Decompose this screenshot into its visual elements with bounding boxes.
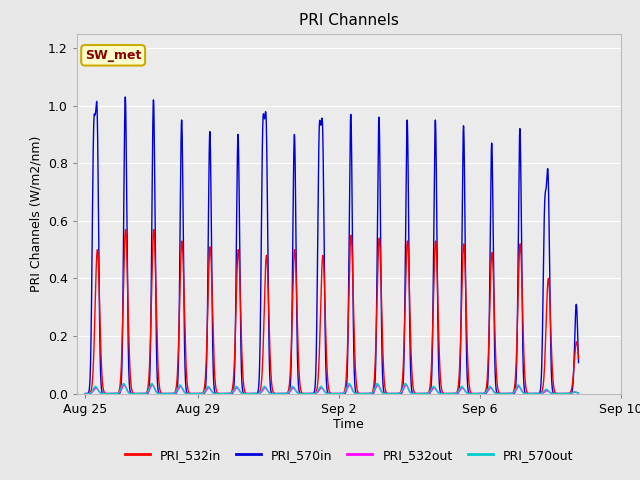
PRI_532in (411, 390, 419, 396)
X-axis label: Time: Time (333, 419, 364, 432)
PRI_532out (120, 382, 128, 388)
PRI_532in (81, 391, 89, 396)
Line: PRI_570in: PRI_570in (85, 97, 579, 394)
PRI_532out (411, 391, 419, 396)
Legend: PRI_532in, PRI_570in, PRI_532out, PRI_570out: PRI_532in, PRI_570in, PRI_532out, PRI_57… (120, 444, 578, 467)
PRI_532in (193, 391, 201, 396)
PRI_532in (358, 391, 365, 396)
PRI_570out (458, 384, 465, 390)
PRI_570out (358, 391, 365, 396)
PRI_570in (559, 391, 566, 396)
PRI_570in (193, 391, 201, 396)
PRI_532in (559, 391, 566, 396)
PRI_532out (227, 390, 235, 396)
Line: PRI_532in: PRI_532in (85, 229, 579, 394)
PRI_570out (227, 390, 235, 396)
PRI_532out (458, 386, 465, 392)
PRI_570out (120, 381, 127, 386)
PRI_532out (81, 391, 89, 396)
PRI_570in (458, 308, 465, 313)
PRI_570out (81, 391, 89, 396)
PRI_570out (179, 387, 187, 393)
PRI_532in (458, 316, 465, 322)
PRI_532out (179, 387, 187, 393)
PRI_532out (193, 391, 201, 396)
PRI_532out (557, 391, 565, 396)
PRI_532out (358, 391, 365, 396)
PRI_570in (358, 391, 365, 396)
PRI_570in (227, 391, 235, 396)
Line: PRI_532out: PRI_532out (85, 385, 579, 394)
PRI_570in (411, 391, 419, 396)
PRI_532out (575, 390, 582, 396)
PRI_570in (81, 391, 89, 396)
Title: PRI Channels: PRI Channels (299, 13, 399, 28)
PRI_570out (193, 391, 201, 396)
PRI_532in (122, 227, 129, 232)
PRI_570out (411, 391, 419, 396)
PRI_570in (122, 94, 129, 100)
Y-axis label: PRI Channels (W/m2/nm): PRI Channels (W/m2/nm) (29, 135, 42, 292)
PRI_532in (227, 390, 235, 396)
PRI_532in (179, 257, 187, 263)
PRI_570in (575, 360, 582, 365)
PRI_532in (575, 355, 582, 361)
PRI_570in (179, 212, 187, 217)
Line: PRI_570out: PRI_570out (85, 384, 579, 394)
Text: SW_met: SW_met (85, 49, 141, 62)
PRI_570out (557, 391, 564, 396)
PRI_570out (575, 390, 582, 396)
